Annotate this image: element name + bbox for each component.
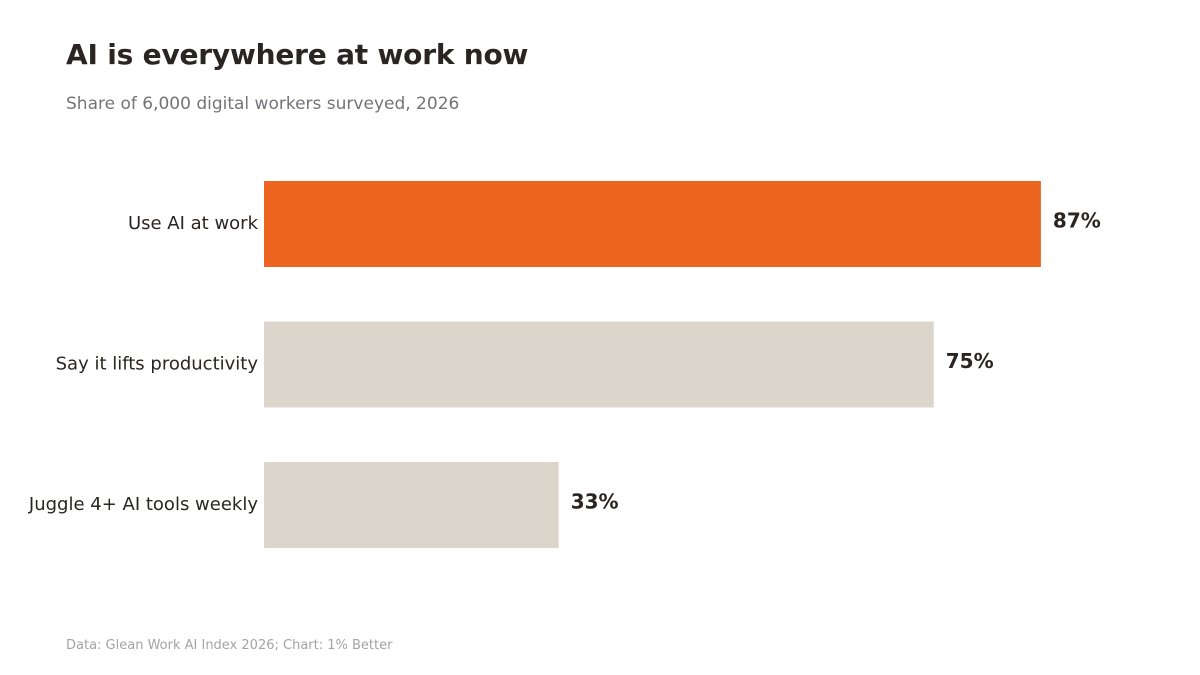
bar-1: [264, 181, 1041, 267]
bar-3: [264, 462, 559, 548]
category-label-1: Use AI at work: [128, 213, 259, 234]
bar-2: [264, 321, 934, 408]
chart-subtitle: Share of 6,000 digital workers surveyed,…: [66, 94, 460, 114]
chart-title: AI is everywhere at work now: [66, 38, 529, 71]
category-label-3: Juggle 4+ AI tools weekly: [28, 494, 258, 515]
value-label-2: 75%: [946, 349, 994, 373]
value-label-3: 33%: [571, 490, 619, 514]
bar-chart: Use AI at work 87% Say it lifts productivi…: [28, 181, 1101, 548]
value-label-1: 87%: [1053, 209, 1101, 233]
category-label-2: Say it lifts productivity: [56, 354, 259, 375]
source-note: Data: Glean Work AI Index 2026; Chart: 1…: [66, 638, 393, 653]
